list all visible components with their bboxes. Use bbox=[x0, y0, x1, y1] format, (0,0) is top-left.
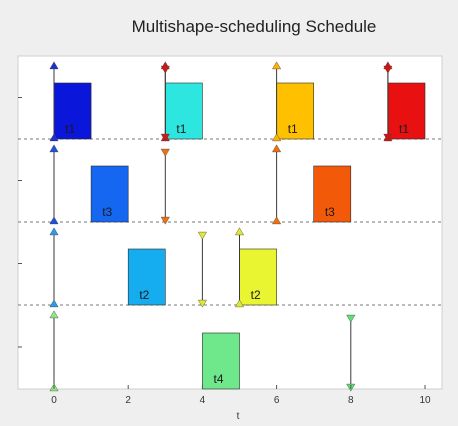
schedule-row-1: t1 t1 t1 t1 bbox=[18, 61, 442, 142]
x-tick-label: 4 bbox=[200, 395, 206, 406]
schedule-row-3: t2 t2 bbox=[18, 227, 442, 308]
release-arrow-head bbox=[272, 61, 282, 70]
x-tick-label: 8 bbox=[348, 395, 354, 406]
release-marker-base bbox=[49, 216, 59, 225]
release-marker-base bbox=[49, 133, 59, 142]
deadline-arrow-head bbox=[160, 216, 170, 225]
x-tick-label: 6 bbox=[274, 395, 280, 406]
release-arrow-head bbox=[49, 61, 59, 70]
schedule-row-4: t4 bbox=[18, 310, 356, 392]
task-label-t1: t1 bbox=[288, 122, 298, 136]
task-bar-t3 bbox=[90, 165, 129, 223]
release-arrow-head bbox=[49, 144, 59, 153]
deadline-marker-top bbox=[160, 65, 170, 74]
release-arrow-head bbox=[234, 227, 245, 236]
release-marker-base bbox=[49, 299, 59, 308]
release-marker-base bbox=[272, 133, 282, 142]
task-bar-t3 bbox=[313, 165, 352, 223]
schedule-row-2: t3 t3 bbox=[18, 144, 442, 225]
task-bar-t4 bbox=[202, 332, 240, 390]
task-bar-t1 bbox=[276, 82, 315, 140]
schedule-rows: t1 t1 t1 t1 t3 t3 t2 t2 t4 bbox=[18, 61, 442, 392]
task-label-t3: t3 bbox=[325, 205, 335, 219]
task-label-t2: t2 bbox=[139, 288, 149, 302]
x-axis: t 0 2 4 6 8 10 bbox=[51, 385, 431, 422]
task-bar-t1 bbox=[165, 82, 203, 140]
x-tick-label: 2 bbox=[125, 395, 131, 406]
task-label-t4: t4 bbox=[214, 372, 224, 386]
task-label-t1: t1 bbox=[399, 122, 409, 136]
deadline-marker-top bbox=[160, 148, 170, 157]
deadline-marker-top bbox=[197, 231, 207, 240]
x-tick-label: 0 bbox=[51, 395, 57, 406]
chart-title: Multishape-scheduling Schedule bbox=[132, 17, 377, 36]
release-marker-base bbox=[272, 216, 282, 225]
task-label-t3: t3 bbox=[102, 205, 112, 219]
task-bar-t2 bbox=[127, 248, 166, 306]
x-axis-label: t bbox=[237, 411, 240, 422]
deadline-arrow-head bbox=[160, 133, 170, 142]
task-bar-t2 bbox=[239, 248, 277, 306]
task-label-t2: t2 bbox=[251, 288, 261, 302]
release-marker-base bbox=[234, 299, 245, 308]
release-arrow-head bbox=[49, 310, 59, 319]
task-bar-t1 bbox=[387, 82, 426, 140]
task-bar-t1 bbox=[53, 82, 92, 140]
deadline-arrow-head bbox=[197, 299, 207, 308]
deadline-arrow-head bbox=[383, 133, 393, 142]
release-arrow-head bbox=[272, 144, 282, 153]
x-tick-label: 10 bbox=[419, 395, 431, 406]
task-label-t1: t1 bbox=[65, 122, 75, 136]
deadline-marker-top bbox=[346, 314, 356, 323]
release-arrow-head bbox=[49, 227, 59, 236]
task-label-t1: t1 bbox=[176, 122, 186, 136]
deadline-marker-top bbox=[383, 65, 393, 74]
